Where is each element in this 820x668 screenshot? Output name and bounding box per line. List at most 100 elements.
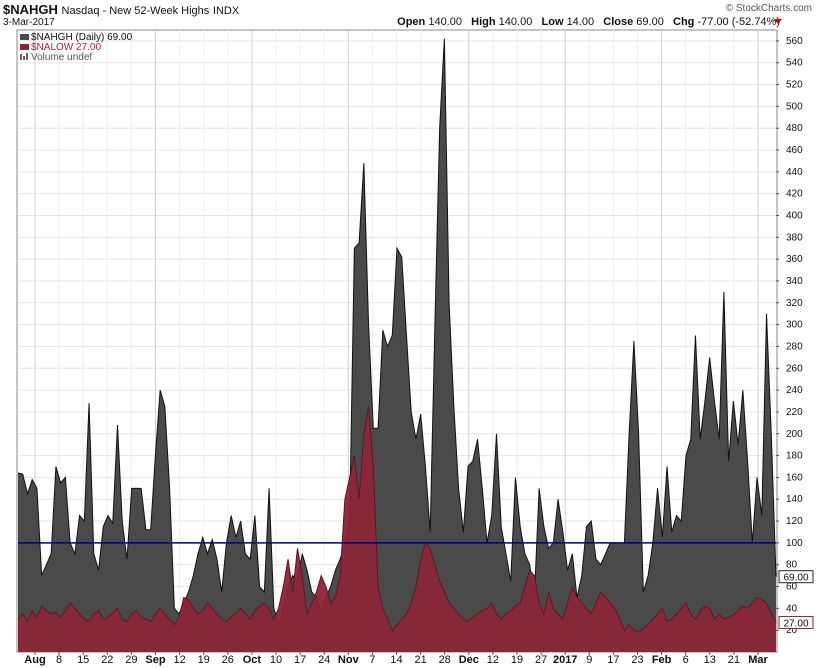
x-tick-label: 21 [414,654,426,666]
legend-main: $NAHGH (Daily) 69.00 [31,32,133,43]
y-tick-label: 320 [786,298,803,309]
x-tick-label: 12 [487,654,499,666]
chart-header: $NAHGH Nasdaq - New 52-Week Highs INDX 3… [0,0,820,30]
y-tick-label: 220 [786,407,803,418]
close-label: Close [603,16,634,28]
x-tick-label: Nov [338,654,360,666]
y-tick-label: 240 [786,385,803,396]
volume-bar-icon [26,53,28,60]
y-tick-label: 160 [786,472,803,483]
chg-label: Chg [673,16,695,28]
legend-overlay: $NALOW 27.00 [31,42,101,53]
x-tick-label: 15 [77,654,89,666]
x-tick-label: 17 [607,654,619,666]
y-tick-label: 80 [786,560,798,571]
brand-watermark[interactable]: © StockCharts.com [725,3,812,14]
y-tick-label: 460 [786,145,803,156]
y-tick-label: 360 [786,254,803,265]
y-tick-label: 200 [786,429,803,440]
y-tick-label: 20 [786,625,798,636]
x-tick-label: 26 [222,654,234,666]
close-value: 69.00 [636,16,664,28]
legend-volume: Volume undef [31,52,92,63]
y-tick-label: 520 [786,80,803,91]
x-tick-label: 24 [318,654,330,666]
y-tick-label: 420 [786,189,803,200]
open-label: Open [397,16,426,28]
y-tick-label: 340 [786,276,803,287]
y-tick-label: 40 [786,603,798,614]
y-tick-label: 60 [786,582,798,593]
chart-date: 3-Mar-2017 [3,17,55,28]
x-tick-label: 10 [270,654,282,666]
ohlc-readout: Open 140.00 High 140.00 Low 14.00 Close … [397,16,780,28]
x-tick-label: 8 [56,654,62,666]
exchange-label: INDX [212,5,240,17]
low-value: 14.00 [566,16,595,28]
high-label: High [471,16,496,28]
last-value-label: 69.00 [783,573,808,584]
y-tick-label: 500 [786,101,803,112]
y-tick-label: 100 [786,538,803,549]
x-tick-label: Mar [748,654,768,666]
last-value-box [778,616,814,630]
x-tick-label: 6 [683,654,689,666]
x-tick-label: 9 [586,654,592,666]
x-axis: Aug 8 15 22 29 Sep 12 19 26 Oct 10 17 24 Nov 7 14 21 28 De… [24,652,768,666]
x-tick-label: 14 [390,654,402,666]
y-tick-label: 540 [786,58,803,69]
y-axis: 20 40 60 80 100 120 140 160 180 200 220 240 260 280 30… [776,36,803,636]
x-tick-label: Feb [652,654,672,666]
security-name: Nasdaq - New 52-Week Highs [61,5,210,17]
legend: $NAHGH (Daily) 69.00 $NALOW 27.00 Volume… [20,32,133,63]
y-tick-label: 180 [786,451,803,462]
x-tick-label: Aug [24,654,45,666]
last-value-labels: 69.00 27.00 [778,570,814,630]
x-tick-label: 27 [535,654,547,666]
x-tick-label: 21 [728,654,740,666]
y-tick-label: 300 [786,320,803,331]
y-tick-label: 480 [786,123,803,134]
series-areas [17,38,777,653]
series-line-highs [17,38,777,627]
series-area-highs [18,38,776,653]
legend-swatch-lows [20,44,29,50]
x-tick-label: 28 [439,654,451,666]
high-value: 140.00 [498,16,533,28]
y-tick-label: 260 [786,363,803,374]
x-tick-label: 2017 [553,654,577,666]
series-area-lows [18,406,776,652]
x-tick-label: 12 [173,654,185,666]
last-value-label: 27.00 [783,619,808,630]
x-tick-label: Oct [243,654,262,666]
y-tick-label: 400 [786,211,803,222]
low-label: Low [541,16,564,28]
legend-swatch-highs [20,34,29,40]
last-value-box [778,570,814,584]
volume-bar-icon [20,54,22,60]
x-tick-label: 23 [631,654,643,666]
y-tick-label: 280 [786,341,803,352]
x-tick-label: 29 [125,654,137,666]
y-tick-label: 140 [786,494,803,505]
x-tick-label: 22 [101,654,113,666]
symbol-title: $NAHGH Nasdaq - New 52-Week Highs INDX [3,2,239,17]
down-arrow-icon [774,19,782,24]
chg-value: -77.00 (-52.74%) [697,16,780,28]
x-tick-label: 7 [369,654,375,666]
x-tick-label: Sep [145,654,165,666]
open-value: 140.00 [428,16,462,28]
series-line-lows [17,406,777,633]
volume-bar-icon [23,56,25,60]
x-tick-label: 17 [294,654,306,666]
y-tick-label: 440 [786,167,803,178]
y-tick-label: 560 [786,36,803,47]
x-tick-label: Dec [459,654,479,666]
x-tick-label: 19 [198,654,210,666]
x-tick-label: 13 [704,654,716,666]
x-tick-label: 19 [511,654,523,666]
y-tick-label: 120 [786,516,803,527]
symbol: $NAHGH [3,2,58,17]
y-tick-label: 380 [786,232,803,243]
